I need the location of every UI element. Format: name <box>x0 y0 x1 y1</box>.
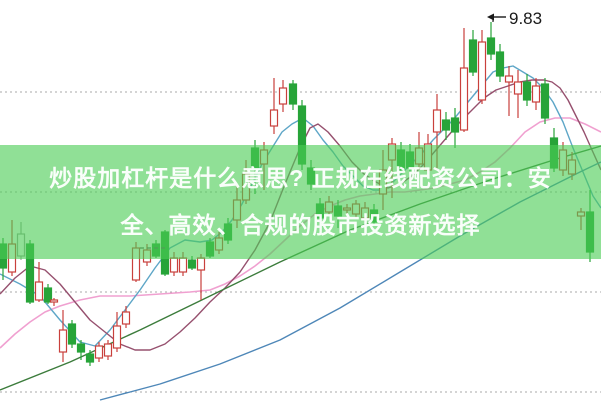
candle <box>49 298 59 306</box>
candle <box>43 284 53 304</box>
banner-line-1: 炒股加杠杆是什么意思? 正规在线配资公司：安 <box>49 165 552 191</box>
candle <box>468 30 478 76</box>
candle <box>94 342 104 362</box>
peak-arrow-head <box>487 13 494 21</box>
candle <box>67 320 77 348</box>
candle <box>196 254 206 300</box>
candle <box>121 306 131 328</box>
peak-price-callout: 9.83 <box>487 9 542 28</box>
candle <box>288 80 298 110</box>
candle <box>441 112 451 140</box>
candle <box>504 66 514 116</box>
candle <box>513 70 523 118</box>
peak-price-label: 9.83 <box>509 9 542 28</box>
candle <box>450 108 460 148</box>
promo-banner-overlay: 炒股加杠杆是什么意思? 正规在线配资公司：安 全、高效、合规的股市投资新选择 <box>0 145 601 259</box>
banner-line-2: 全、高效、合规的股市投资新选择 <box>120 212 481 238</box>
candle <box>531 78 541 110</box>
candle <box>540 78 550 124</box>
candle <box>58 310 68 362</box>
candle <box>486 22 496 60</box>
candle <box>459 28 469 132</box>
candle <box>477 30 487 104</box>
candle <box>112 312 122 352</box>
candle <box>278 80 288 112</box>
candle <box>76 340 86 360</box>
candle <box>522 74 532 106</box>
candle <box>85 350 95 366</box>
candle <box>103 340 113 360</box>
candle <box>269 78 279 134</box>
candle <box>495 44 505 82</box>
candle <box>34 262 44 302</box>
